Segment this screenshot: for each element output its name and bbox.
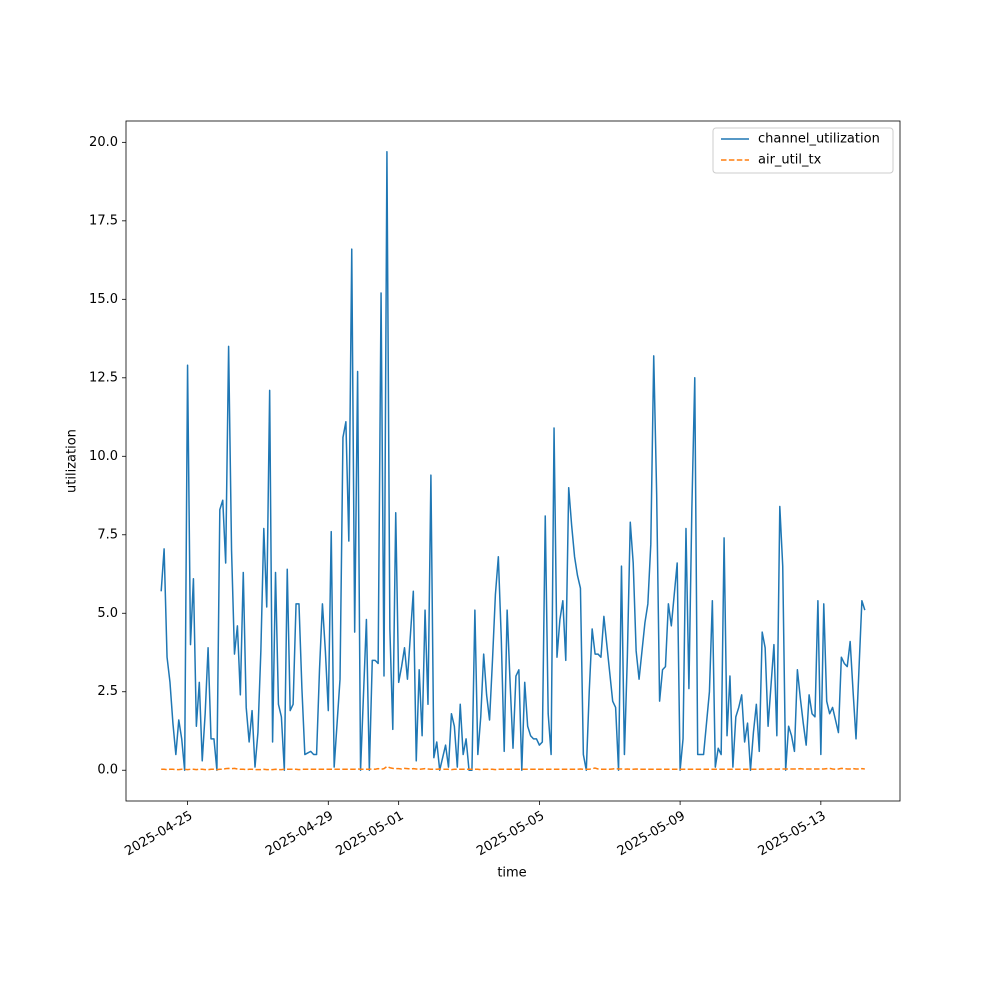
plot-lines [160, 151, 866, 771]
y-tick-label: 20.0 [89, 135, 118, 150]
legend-label: channel_utilization [758, 132, 880, 147]
x-axis-label: time [497, 866, 526, 881]
y-tick-label: 2.5 [97, 684, 118, 699]
y-tick-label: 10.0 [89, 449, 118, 464]
y-tick-label: 12.5 [89, 370, 118, 385]
plot-frame [125, 120, 901, 802]
y-tick-label: 5.0 [97, 606, 118, 621]
series-line [160, 151, 866, 771]
y-tick-label: 7.5 [97, 527, 118, 542]
legend: channel_utilization air_util_tx [712, 127, 894, 174]
series-line [161, 765, 865, 771]
legend-label: air_util_tx [758, 153, 822, 168]
y-tick-label: 15.0 [89, 292, 118, 307]
y-axis-label: utilization [65, 429, 80, 493]
y-tick-label: 17.5 [89, 213, 118, 228]
legend-box [712, 127, 894, 174]
y-tick-label: 0.0 [97, 763, 118, 778]
